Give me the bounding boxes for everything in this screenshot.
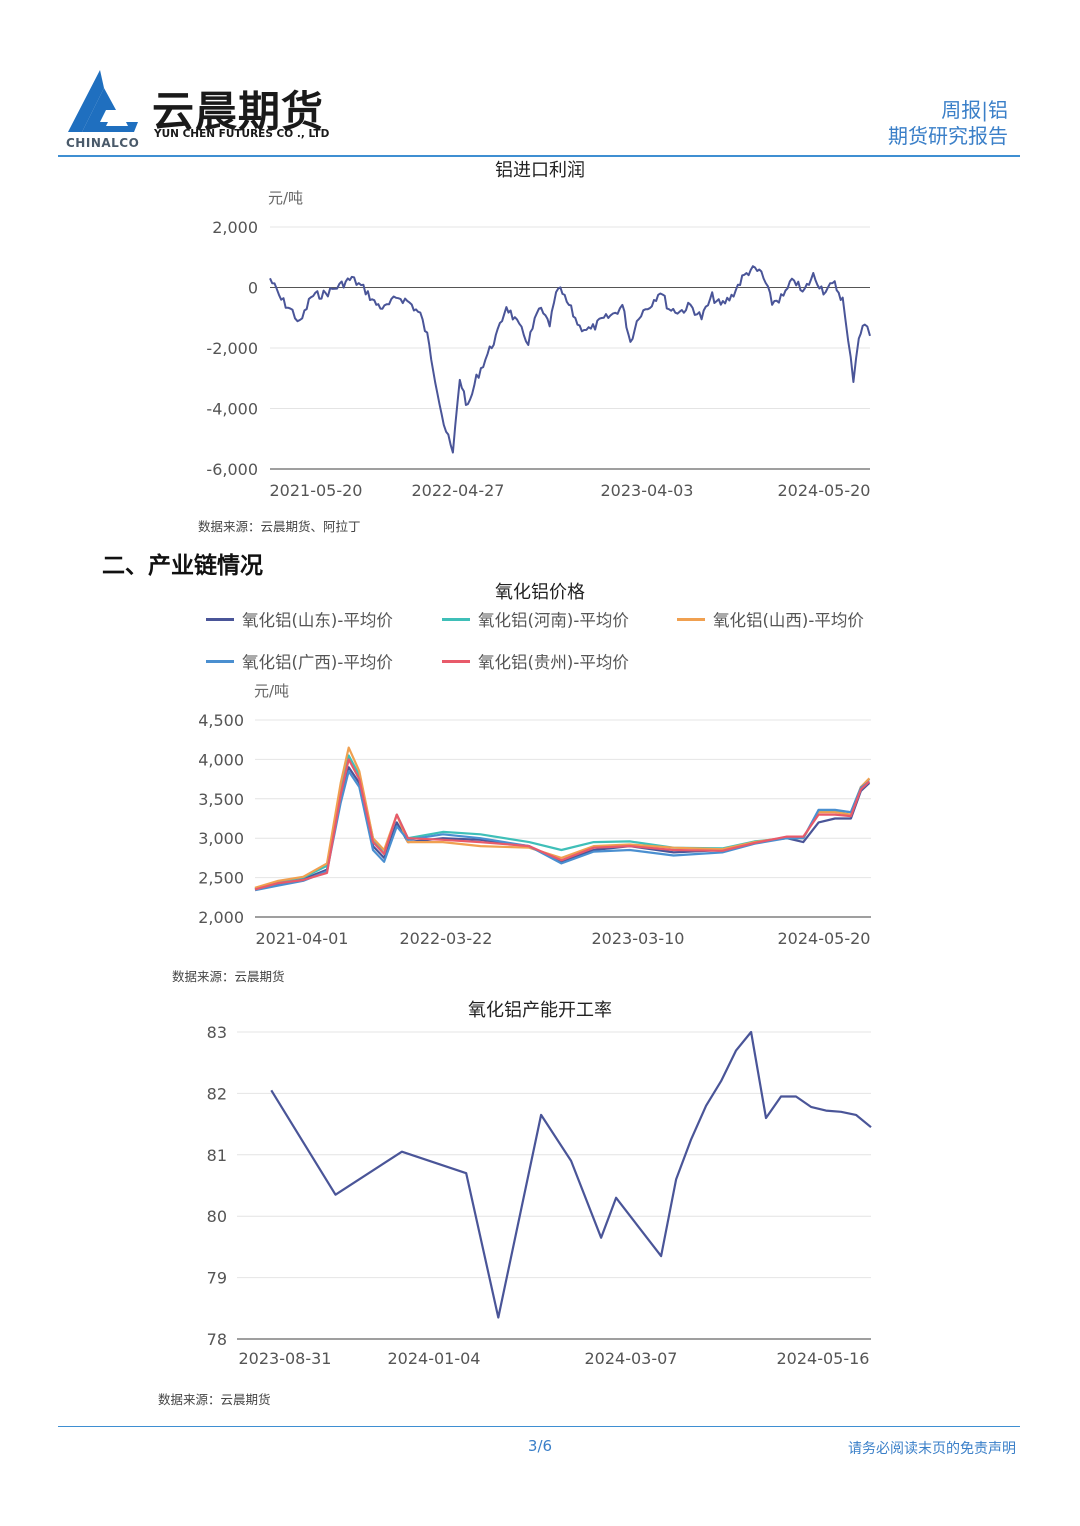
- y-tick-label: 80: [207, 1207, 227, 1226]
- section-heading: 二、产业链情况: [102, 553, 263, 579]
- x-tick-label: 2023-08-31: [239, 1349, 332, 1368]
- x-tick-label: 2022-03-22: [400, 929, 493, 948]
- chart-import-profit: 2,000 0 -2,000 -4,000 -6,000 元/吨 2021-05-20 202…: [206, 189, 871, 500]
- y-axis-unit-label: 元/吨: [254, 682, 289, 700]
- legend-swatch: [677, 618, 705, 621]
- y-tick-label: 2,500: [198, 869, 244, 888]
- x-tick-label: 2021-04-01: [256, 929, 349, 948]
- y-tick-label: 78: [207, 1330, 227, 1349]
- y-tick-label: 83: [207, 1023, 227, 1042]
- source-note-alumina-utilization: 数据来源：云晨期货: [158, 1392, 271, 1407]
- series-line-1: [254, 766, 871, 891]
- report-category: 期货研究报告: [888, 124, 1008, 148]
- series-line-1: [269, 265, 871, 454]
- legend-item[interactable]: 氧化铝(山东)-平均价: [206, 607, 393, 631]
- x-tick-label: 2024-05-20: [778, 929, 871, 948]
- legend-item[interactable]: 氧化铝(贵州)-平均价: [442, 649, 629, 673]
- parent-brand: CHINALCO: [66, 136, 140, 150]
- source-note-import-profit: 数据来源：云晨期货、阿拉丁: [198, 519, 361, 534]
- y-tick-label: 3,500: [198, 790, 244, 809]
- x-tick-label: 2024-05-20: [778, 481, 871, 500]
- disclaimer-link[interactable]: 请务必阅读末页的免责声明: [848, 1441, 1016, 1457]
- company-name-cn: 云晨期货: [152, 87, 325, 136]
- chart-title-alumina-utilization: 氧化铝产能开工率: [468, 1000, 612, 1021]
- header-divider: [58, 155, 1020, 157]
- chart-title-import-profit: 铝进口利润: [495, 160, 585, 181]
- company-logo-icon: [68, 70, 138, 132]
- legend-label: 氧化铝(广西)-平均价: [242, 653, 393, 672]
- legend-label: 氧化铝(山东)-平均价: [242, 611, 393, 630]
- x-tick-label: 2023-04-03: [601, 481, 694, 500]
- chart-alumina-utilization: 83 82 81 80 79 78 2023-08-31 2024-01-04 2024-03-…: [207, 1023, 872, 1368]
- legend-label: 氧化铝(贵州)-平均价: [478, 653, 629, 672]
- legend-label: 氧化铝(山西)-平均价: [713, 611, 864, 630]
- page-number: 3/6: [527, 1437, 553, 1455]
- series-line-5: [254, 758, 871, 891]
- x-tick-label: 2023-03-10: [592, 929, 685, 948]
- y-tick-label: 3,000: [198, 829, 244, 848]
- y-tick-label: 79: [207, 1269, 227, 1288]
- legend-item[interactable]: 氧化铝(山西)-平均价: [677, 607, 864, 631]
- series-line-1: [270, 1030, 872, 1319]
- x-tick-label: 2024-05-16: [777, 1349, 870, 1368]
- legend-swatch: [206, 618, 234, 621]
- series-line-4: [254, 770, 871, 892]
- x-tick-label: 2021-05-20: [270, 481, 363, 500]
- y-tick-label: 4,500: [198, 711, 244, 730]
- legend-swatch: [206, 660, 234, 663]
- source-note-alumina-price: 数据来源：云晨期货: [172, 969, 285, 984]
- company-name-en: YUN CHEN FUTURES CO ., LTD: [154, 128, 330, 140]
- y-tick-label: 2,000: [198, 908, 244, 927]
- y-tick-label: 81: [207, 1146, 227, 1165]
- legend-item[interactable]: 氧化铝(广西)-平均价: [206, 649, 393, 673]
- y-tick-label: 0: [248, 279, 258, 298]
- y-axis-unit-label: 元/吨: [268, 189, 303, 207]
- chart-legend-alumina-price: 氧化铝(山东)-平均价 氧化铝(河南)-平均价 氧化铝(山西)-平均价氧化铝(广西)…: [0, 603, 1080, 673]
- footer-divider: [58, 1426, 1020, 1427]
- legend-item[interactable]: 氧化铝(河南)-平均价: [442, 607, 629, 631]
- legend-swatch: [442, 618, 470, 621]
- y-tick-label: 2,000: [212, 218, 258, 237]
- legend-label: 氧化铝(河南)-平均价: [478, 611, 629, 630]
- x-tick-label: 2022-04-27: [412, 481, 505, 500]
- chart-alumina-price: 4,500 4,000 3,500 3,000 2,500 2,000 元/吨 2021-04…: [198, 682, 871, 948]
- x-tick-label: 2024-01-04: [388, 1349, 481, 1368]
- x-tick-label: 2024-03-07: [585, 1349, 678, 1368]
- report-type: 周报|铝: [941, 98, 1008, 122]
- y-tick-label: -2,000: [206, 339, 258, 358]
- y-tick-label: -4,000: [206, 400, 258, 419]
- y-tick-label: 82: [207, 1084, 227, 1103]
- y-tick-label: 4,000: [198, 750, 244, 769]
- chart-title-alumina-price: 氧化铝价格: [495, 582, 585, 603]
- legend-swatch: [442, 660, 470, 663]
- y-tick-label: -6,000: [206, 460, 258, 479]
